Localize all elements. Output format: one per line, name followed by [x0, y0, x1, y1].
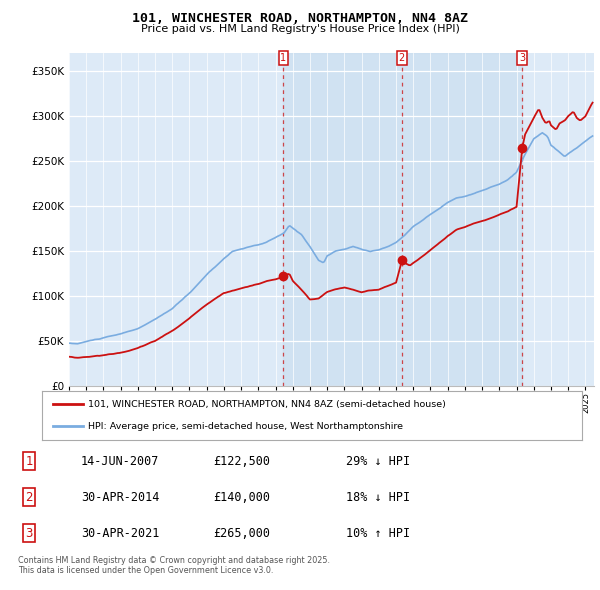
- Text: 30-APR-2021: 30-APR-2021: [81, 527, 160, 540]
- Text: 1: 1: [280, 53, 287, 63]
- Text: 18% ↓ HPI: 18% ↓ HPI: [346, 490, 410, 504]
- Text: £122,500: £122,500: [214, 454, 271, 467]
- Text: £265,000: £265,000: [214, 527, 271, 540]
- Bar: [283, 53, 522, 386]
- Text: Price paid vs. HM Land Registry's House Price Index (HPI): Price paid vs. HM Land Registry's House …: [140, 24, 460, 34]
- Text: 101, WINCHESTER ROAD, NORTHAMPTON, NN4 8AZ (semi-detached house): 101, WINCHESTER ROAD, NORTHAMPTON, NN4 8…: [88, 400, 446, 409]
- Text: 1: 1: [26, 454, 33, 467]
- Text: £140,000: £140,000: [214, 490, 271, 504]
- Text: Contains HM Land Registry data © Crown copyright and database right 2025.
This d: Contains HM Land Registry data © Crown c…: [18, 556, 330, 575]
- Text: 2: 2: [26, 490, 33, 504]
- Text: 14-JUN-2007: 14-JUN-2007: [81, 454, 160, 467]
- Text: 30-APR-2014: 30-APR-2014: [81, 490, 160, 504]
- Text: 29% ↓ HPI: 29% ↓ HPI: [346, 454, 410, 467]
- Text: 2: 2: [398, 53, 405, 63]
- Text: 3: 3: [26, 527, 33, 540]
- Text: 3: 3: [519, 53, 525, 63]
- Text: HPI: Average price, semi-detached house, West Northamptonshire: HPI: Average price, semi-detached house,…: [88, 422, 403, 431]
- Text: 10% ↑ HPI: 10% ↑ HPI: [346, 527, 410, 540]
- Text: 101, WINCHESTER ROAD, NORTHAMPTON, NN4 8AZ: 101, WINCHESTER ROAD, NORTHAMPTON, NN4 8…: [132, 12, 468, 25]
